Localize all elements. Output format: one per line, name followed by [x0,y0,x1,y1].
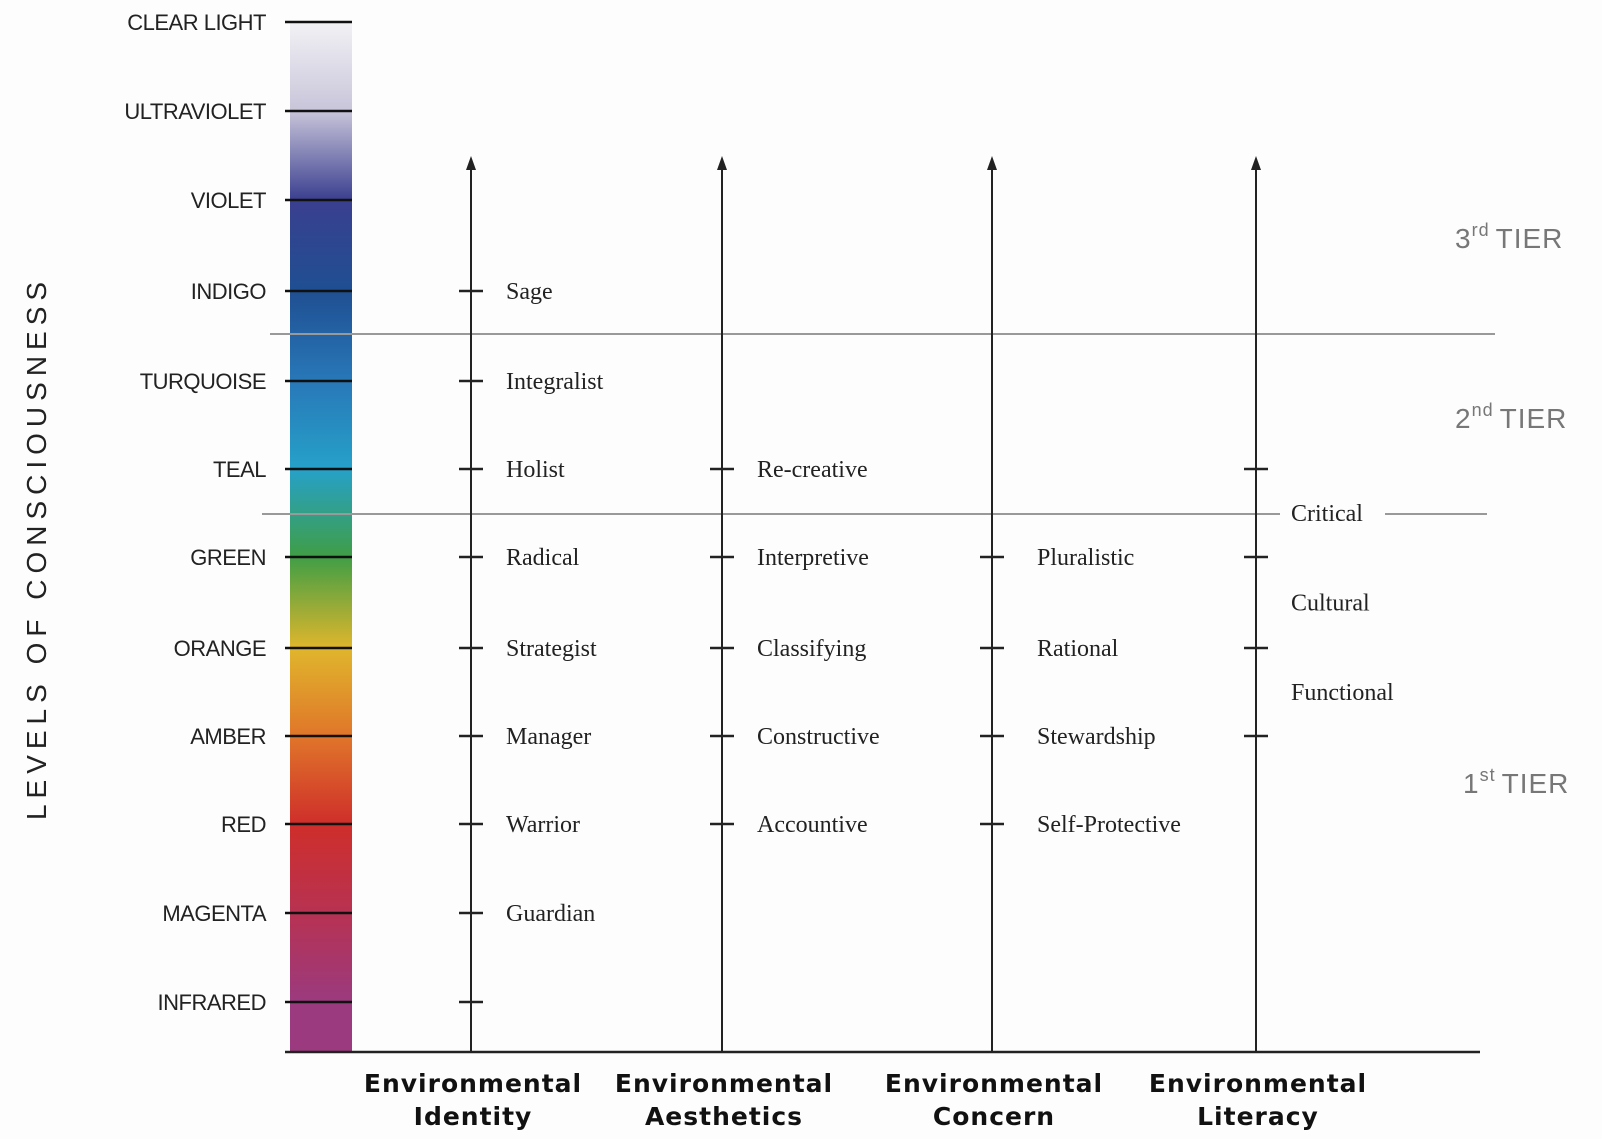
axis-title-line1: Environmental [885,1069,1103,1098]
stage-label-functional: Functional [1291,680,1394,706]
tier-2-label: 2nd TIER [1455,400,1567,434]
level-label-orange: ORANGE [174,636,266,661]
axis-concern: Pluralistic Rational Stewardship Self-Prote… [885,156,1181,1131]
arrow-up-icon [466,156,476,170]
stage-label-pluralistic: Pluralistic [1037,545,1134,571]
axis-aesthetics: Re-creative Interpretive Classifying Constr… [615,156,880,1131]
stage-label-strategist: Strategist [506,636,597,662]
tier-1-label: 1st TIER [1463,765,1569,799]
axis-title-line1: Environmental [364,1069,582,1098]
level-markers: CLEAR LIGHT ULTRAVIOLET VIOLET INDIGO TURQUO… [124,10,352,1015]
axis-title-line1: Environmental [615,1069,833,1098]
axis-title-line2: Concern [933,1102,1055,1131]
stage-label-interpretive: Interpretive [757,545,869,571]
stage-label-critical: Critical [1291,501,1363,527]
stage-label-rational: Rational [1037,636,1119,662]
spectrum-bar [290,22,352,1052]
level-label-violet: VIOLET [191,188,266,213]
stage-label-self-protective: Self-Protective [1037,812,1181,838]
axis-title-line2: Aesthetics [645,1102,803,1131]
stage-label-constructive: Constructive [757,724,880,750]
stage-label-cultural: Cultural [1291,591,1370,617]
level-label-indigo: INDIGO [191,279,267,304]
stage-label-accountive: Accountive [757,812,868,838]
level-label-infrared: INFRARED [158,990,266,1015]
level-label-ultraviolet: ULTRAVIOLET [124,99,266,124]
axis-identity: Sage Integralist Holist Radical Strategist Ma… [364,156,604,1131]
stage-label-holist: Holist [506,457,565,483]
level-label-red: RED [221,812,266,837]
stage-label-manager: Manager [506,724,591,750]
level-label-amber: AMBER [190,724,266,749]
axis-title-line2: Identity [414,1102,533,1131]
level-label-magenta: MAGENTA [162,901,266,926]
level-label-green: GREEN [190,545,266,570]
stage-label-guardian: Guardian [506,901,595,927]
level-label-turquoise: TURQUOISE [140,369,266,394]
axis-title-line1: Environmental [1149,1069,1367,1098]
stage-label-warrior: Warrior [506,812,580,838]
axis-title-line2: Literacy [1197,1102,1319,1131]
stage-label-sage: Sage [506,279,553,305]
level-label-teal: TEAL [213,457,266,482]
arrow-up-icon [1251,156,1261,170]
stage-label-re-creative: Re-creative [757,457,868,483]
axis-literacy: Critical Cultural Functional Environmental L… [1149,156,1394,1131]
stage-label-stewardship: Stewardship [1037,724,1156,750]
stage-label-integralist: Integralist [506,369,604,395]
stage-label-radical: Radical [506,545,580,571]
arrow-up-icon [987,156,997,170]
side-title: LEVELS OF CONSCIOUSNESS [21,276,52,820]
level-label-clear-light: CLEAR LIGHT [127,10,266,35]
stage-label-classifying: Classifying [757,636,866,662]
arrow-up-icon [717,156,727,170]
axes: Sage Integralist Holist Radical Strategist Ma… [364,156,1394,1131]
tier-3-label: 3rd TIER [1455,220,1563,254]
